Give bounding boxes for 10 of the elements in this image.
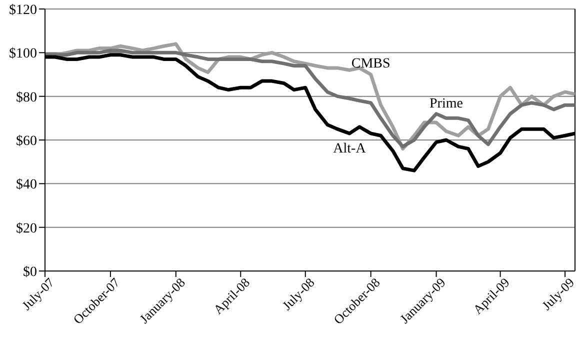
series-label: Alt-A (333, 142, 367, 157)
series-label: CMBS (351, 56, 390, 72)
y-tick-label: $40 (16, 178, 37, 193)
series-label: Prime (430, 96, 463, 112)
y-tick-label: $120 (9, 2, 37, 18)
y-tick-label: $0 (23, 264, 37, 280)
y-tick-label: $60 (16, 134, 37, 149)
y-tick-label: $20 (16, 221, 37, 236)
y-tick-label: $100 (9, 46, 37, 62)
y-tick-label: $80 (16, 90, 37, 106)
